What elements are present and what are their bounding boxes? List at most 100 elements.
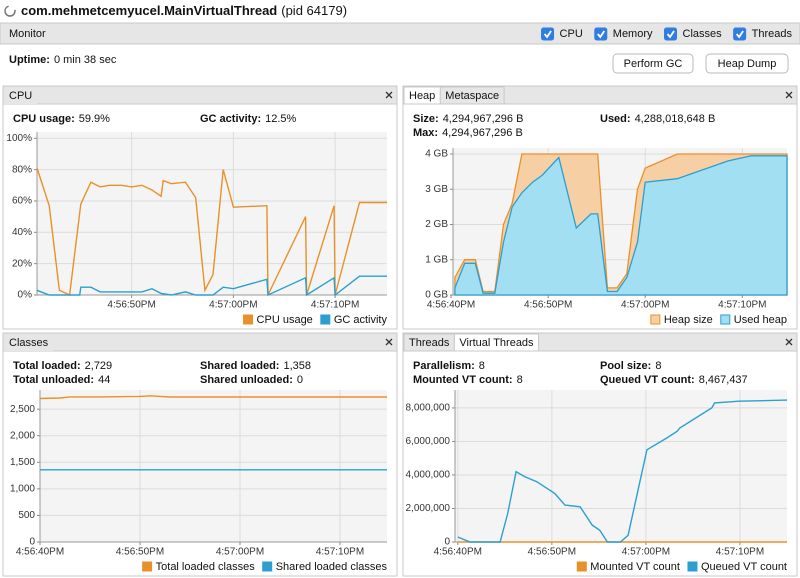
checkbox-label: Memory	[613, 28, 653, 40]
tab[interactable]: Classes	[4, 334, 54, 351]
legend-item: CPU usage	[243, 314, 313, 326]
x-tick-label: 4:57:10PM	[718, 300, 766, 311]
check-mark	[597, 30, 606, 39]
legend-swatch	[687, 561, 698, 572]
check-mark	[735, 30, 744, 39]
x-tick-label: 4:57:00PM	[622, 547, 670, 558]
close-button[interactable]	[785, 338, 793, 346]
stat: Queued VT count: 8,467,437	[600, 374, 748, 386]
legend-label: Used heap	[734, 314, 787, 326]
button[interactable]: Heap Dump	[705, 53, 789, 74]
tab[interactable]: Threads	[403, 333, 455, 352]
y-tick-label: 2 GB	[425, 219, 448, 230]
stat: Shared unloaded: 0	[200, 374, 303, 386]
legend-item: Used heap	[720, 314, 787, 326]
stat-value: 4,294,967,296 B	[442, 127, 523, 139]
stat: Total unloaded: 44	[13, 374, 110, 386]
y-tick-label: 0	[444, 537, 450, 548]
button[interactable]: Perform GC	[612, 53, 694, 74]
tab-label: Virtual Threads	[459, 337, 534, 349]
pid: (pid 64179)	[281, 3, 347, 18]
tab-label: Heap	[409, 90, 435, 102]
axis-line	[39, 390, 387, 543]
legend-label: CPU usage	[257, 314, 313, 326]
checkbox-box	[664, 27, 678, 41]
tab[interactable]: Virtual Threads	[453, 333, 540, 352]
y-tick-label: 1,500	[10, 457, 35, 468]
y-tick-label: 2,000,000	[406, 503, 451, 514]
stat-value: 8,467,437	[699, 374, 748, 386]
close-button[interactable]	[385, 338, 393, 346]
stat-value: 8	[655, 360, 661, 372]
y-tick-label: 1 GB	[425, 254, 448, 265]
stat-value: 44	[98, 374, 110, 386]
title-bar	[0, 0, 800, 22]
legend-swatch	[142, 561, 153, 572]
y-tick-label: 2,000	[10, 430, 35, 441]
y-tick-label: 0%	[18, 290, 33, 301]
stat-label: Size:	[413, 113, 439, 125]
checkbox[interactable]: Threads	[733, 27, 793, 41]
stat: Pool size: 8	[600, 360, 661, 372]
button-label: Perform GC	[624, 58, 683, 70]
stat-label: Total unloaded:	[13, 374, 94, 386]
plot-background	[37, 132, 387, 295]
plot-background	[455, 390, 787, 542]
x-tick-label: 4:56:40PM	[427, 300, 475, 311]
stat-label: Shared unloaded:	[200, 374, 293, 386]
x-tick-label: 4:56:50PM	[107, 300, 155, 311]
stat-value: 0	[297, 374, 303, 386]
y-tick-label: 3 GB	[425, 184, 448, 195]
line	[39, 395, 387, 400]
checkbox[interactable]: CPU	[541, 27, 583, 41]
close-icon	[385, 338, 393, 346]
legend-swatch	[576, 561, 587, 572]
checkbox-box	[594, 27, 608, 41]
line	[457, 399, 788, 543]
stat: Total loaded: 2,729	[13, 360, 112, 372]
close-button[interactable]	[785, 91, 793, 99]
y-tick-label: 4,000,000	[406, 470, 451, 481]
stat-value: 4,288,018,648 B	[635, 113, 716, 125]
stat: Max: 4,294,967,296 B	[413, 127, 523, 139]
stat: GC activity: 12.5%	[200, 113, 297, 125]
stat-value: 4,294,967,296 B	[443, 113, 524, 125]
uptime: Uptime: 0 min 38 sec	[9, 54, 117, 66]
y-tick-label: 6,000,000	[406, 436, 451, 447]
panel-header	[2, 332, 398, 352]
x-tick-label: 4:57:10PM	[311, 300, 359, 311]
x-tick-label: 4:56:40PM	[16, 547, 64, 558]
stat: Shared loaded: 1,358	[200, 360, 311, 372]
legend-label: Total loaded classes	[156, 561, 256, 573]
stat: CPU usage: 59.9%	[13, 113, 110, 125]
checkbox-box	[733, 27, 747, 41]
legend-label: Heap size	[664, 314, 713, 326]
y-tick-label: 1,000	[10, 483, 35, 494]
stat-label: Max:	[413, 127, 438, 139]
legend-swatch	[243, 314, 254, 325]
checkbox[interactable]: Classes	[664, 27, 723, 41]
tab-label: Classes	[9, 337, 49, 349]
close-button[interactable]	[385, 91, 393, 99]
axis-line	[36, 132, 387, 296]
legend-label: Shared loaded classes	[276, 561, 388, 573]
stat-label: Queued VT count:	[600, 374, 695, 386]
monitor-tab: Monitor	[9, 28, 46, 40]
tab-background	[4, 334, 54, 351]
tab[interactable]: Metaspace	[439, 86, 505, 105]
tab[interactable]: Heap	[403, 86, 441, 105]
x-tick-label: 4:57:10PM	[316, 547, 364, 558]
panel-header	[2, 85, 398, 105]
tab[interactable]: CPU	[4, 87, 38, 104]
spinner-icon	[4, 5, 16, 17]
legend-label: GC activity	[334, 314, 388, 326]
tab-background	[453, 333, 540, 352]
legend-label: Mounted VT count	[590, 561, 680, 573]
legend-label: Queued VT count	[701, 561, 787, 573]
checkbox[interactable]: Memory	[594, 27, 653, 41]
area	[454, 155, 788, 296]
y-tick-label: 100%	[6, 133, 32, 144]
button-frame	[705, 53, 789, 74]
